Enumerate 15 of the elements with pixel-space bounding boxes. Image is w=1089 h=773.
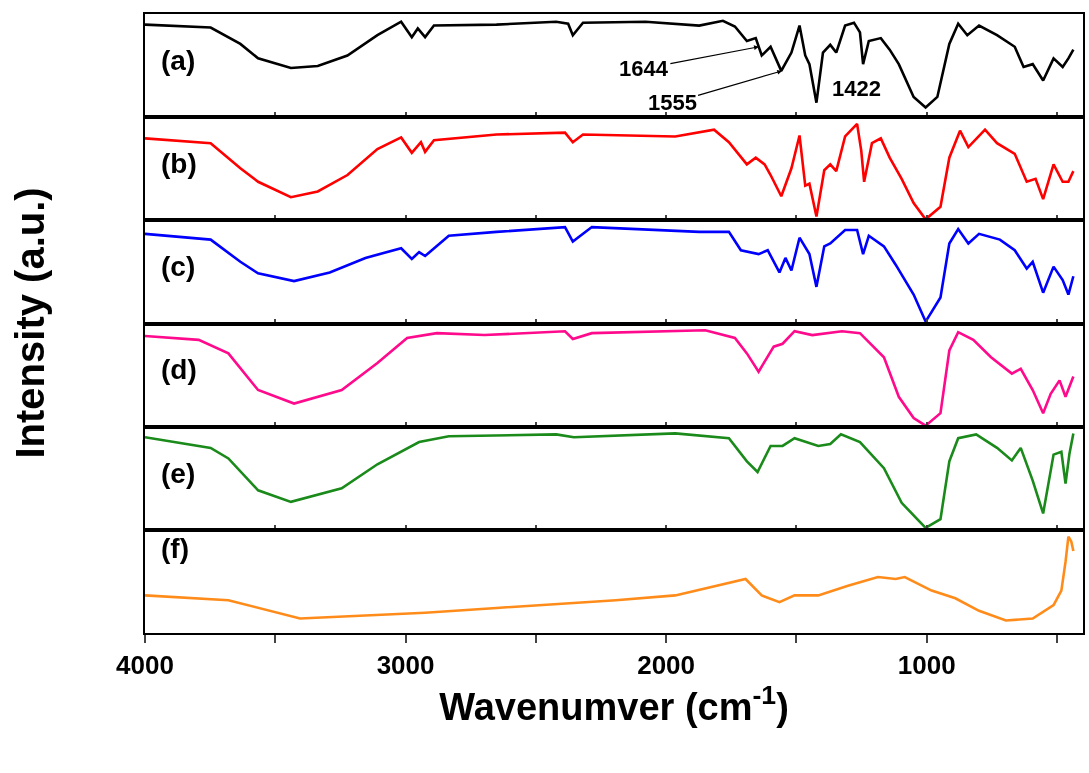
annotation: (b) bbox=[161, 148, 197, 179]
x-tick-label: 4000 bbox=[116, 650, 174, 681]
x-tick-label: 3000 bbox=[376, 650, 435, 681]
x-tick-label: 1000 bbox=[897, 650, 956, 681]
annotation: (a) bbox=[161, 45, 196, 76]
annotation: 1422 bbox=[832, 76, 881, 101]
x-axis-title: Wavenumver (cm$^{-1}$) bbox=[439, 680, 789, 729]
annotation: (f) bbox=[161, 533, 189, 564]
x-tick-label: 2000 bbox=[637, 650, 696, 681]
y-axis-title: Intensity (a.u.) bbox=[7, 187, 52, 459]
annotation: 1555 bbox=[648, 90, 697, 115]
annotation: 1644 bbox=[619, 56, 669, 81]
annotation: (c) bbox=[161, 251, 196, 282]
annotation: (e) bbox=[161, 458, 196, 489]
annotation: (d) bbox=[161, 354, 197, 385]
